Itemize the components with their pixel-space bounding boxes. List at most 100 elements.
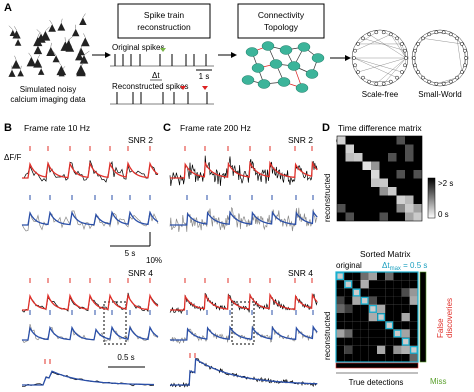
- cell: [336, 345, 345, 354]
- neurite: [49, 20, 53, 25]
- cell: [345, 204, 354, 213]
- neurite: [58, 61, 62, 66]
- cell: [354, 187, 363, 196]
- network: [241, 41, 325, 93]
- cell: [388, 144, 397, 153]
- panel-title: Frame rate 10 Hz: [24, 123, 90, 133]
- panel-label: C: [163, 122, 171, 134]
- cell: [377, 321, 386, 330]
- cell: [362, 212, 371, 221]
- node: [388, 79, 393, 84]
- cell: [337, 204, 346, 213]
- cell: [344, 337, 353, 346]
- neurite: [40, 64, 42, 69]
- cell: [377, 296, 386, 305]
- raw-trace: [21, 210, 159, 232]
- cell: [413, 195, 422, 204]
- cell: [345, 153, 354, 162]
- match: [377, 313, 386, 322]
- edge: [390, 34, 407, 59]
- cell: [405, 195, 414, 204]
- cell: [379, 187, 388, 196]
- cell: [393, 337, 402, 346]
- cell: [371, 136, 380, 145]
- neuron: [75, 64, 86, 75]
- node: [381, 30, 386, 35]
- axis-label: reconstructed: [323, 312, 332, 360]
- neurite: [16, 35, 19, 40]
- node: [460, 42, 464, 46]
- node: [353, 48, 357, 53]
- raw-trace: [169, 325, 318, 344]
- cell: [379, 212, 388, 221]
- scale-label: 10%: [146, 256, 162, 265]
- ring: [411, 29, 469, 87]
- raster-label: Reconstructed spikes: [112, 82, 188, 91]
- cell: [413, 170, 422, 179]
- cell: [345, 212, 354, 221]
- neurite: [68, 35, 74, 41]
- cell: [401, 304, 410, 313]
- cell: [401, 345, 410, 354]
- circle-graphs: [351, 29, 469, 87]
- node: [427, 79, 432, 84]
- cell: [401, 296, 410, 305]
- cell: [337, 136, 346, 145]
- cell: [368, 329, 377, 338]
- cell: [371, 212, 380, 221]
- cell: [379, 144, 388, 153]
- panel-label: D: [322, 122, 330, 134]
- cell: [362, 195, 371, 204]
- cell: [345, 195, 354, 204]
- dt-max: Δtmax = 0.5 s: [382, 261, 427, 272]
- cell: [388, 187, 397, 196]
- cell: [336, 321, 345, 330]
- cell: [352, 345, 361, 354]
- cell: [409, 337, 418, 346]
- node: [413, 48, 417, 53]
- cell: [393, 345, 402, 354]
- cell: [413, 161, 422, 170]
- neuron: [8, 69, 16, 77]
- cell: [393, 304, 402, 313]
- match: [344, 280, 353, 289]
- node: [374, 30, 379, 35]
- cell: [344, 304, 353, 313]
- match: [352, 288, 361, 297]
- cell: [379, 153, 388, 162]
- cell: [337, 178, 346, 187]
- cell: [368, 354, 377, 363]
- cell: [352, 280, 361, 289]
- cell: [371, 195, 380, 204]
- cell: [360, 288, 369, 297]
- cell: [405, 212, 414, 221]
- node: [374, 81, 379, 86]
- cell: [405, 178, 414, 187]
- neuron: [33, 45, 43, 55]
- cell: [401, 280, 410, 289]
- cell: [344, 272, 353, 281]
- node: [367, 79, 372, 84]
- node: [448, 79, 453, 84]
- cell: [379, 195, 388, 204]
- cell: [336, 304, 345, 313]
- node: [257, 79, 271, 89]
- cell: [405, 153, 414, 162]
- edge: [396, 38, 407, 59]
- cell: [393, 354, 402, 363]
- neurite: [50, 42, 52, 47]
- node: [269, 59, 283, 69]
- neurite: [37, 32, 40, 37]
- cell: [360, 272, 369, 281]
- matrix: [336, 135, 423, 222]
- false-row: [335, 362, 419, 369]
- cell: [360, 313, 369, 322]
- node: [403, 63, 407, 68]
- ring: [351, 29, 409, 87]
- fit-trace: [170, 292, 318, 311]
- node: [413, 63, 417, 68]
- cell: [371, 204, 380, 213]
- caption: calcium imaging data: [10, 95, 86, 104]
- caption: Simulated noisy: [20, 85, 76, 94]
- cell: [385, 345, 394, 354]
